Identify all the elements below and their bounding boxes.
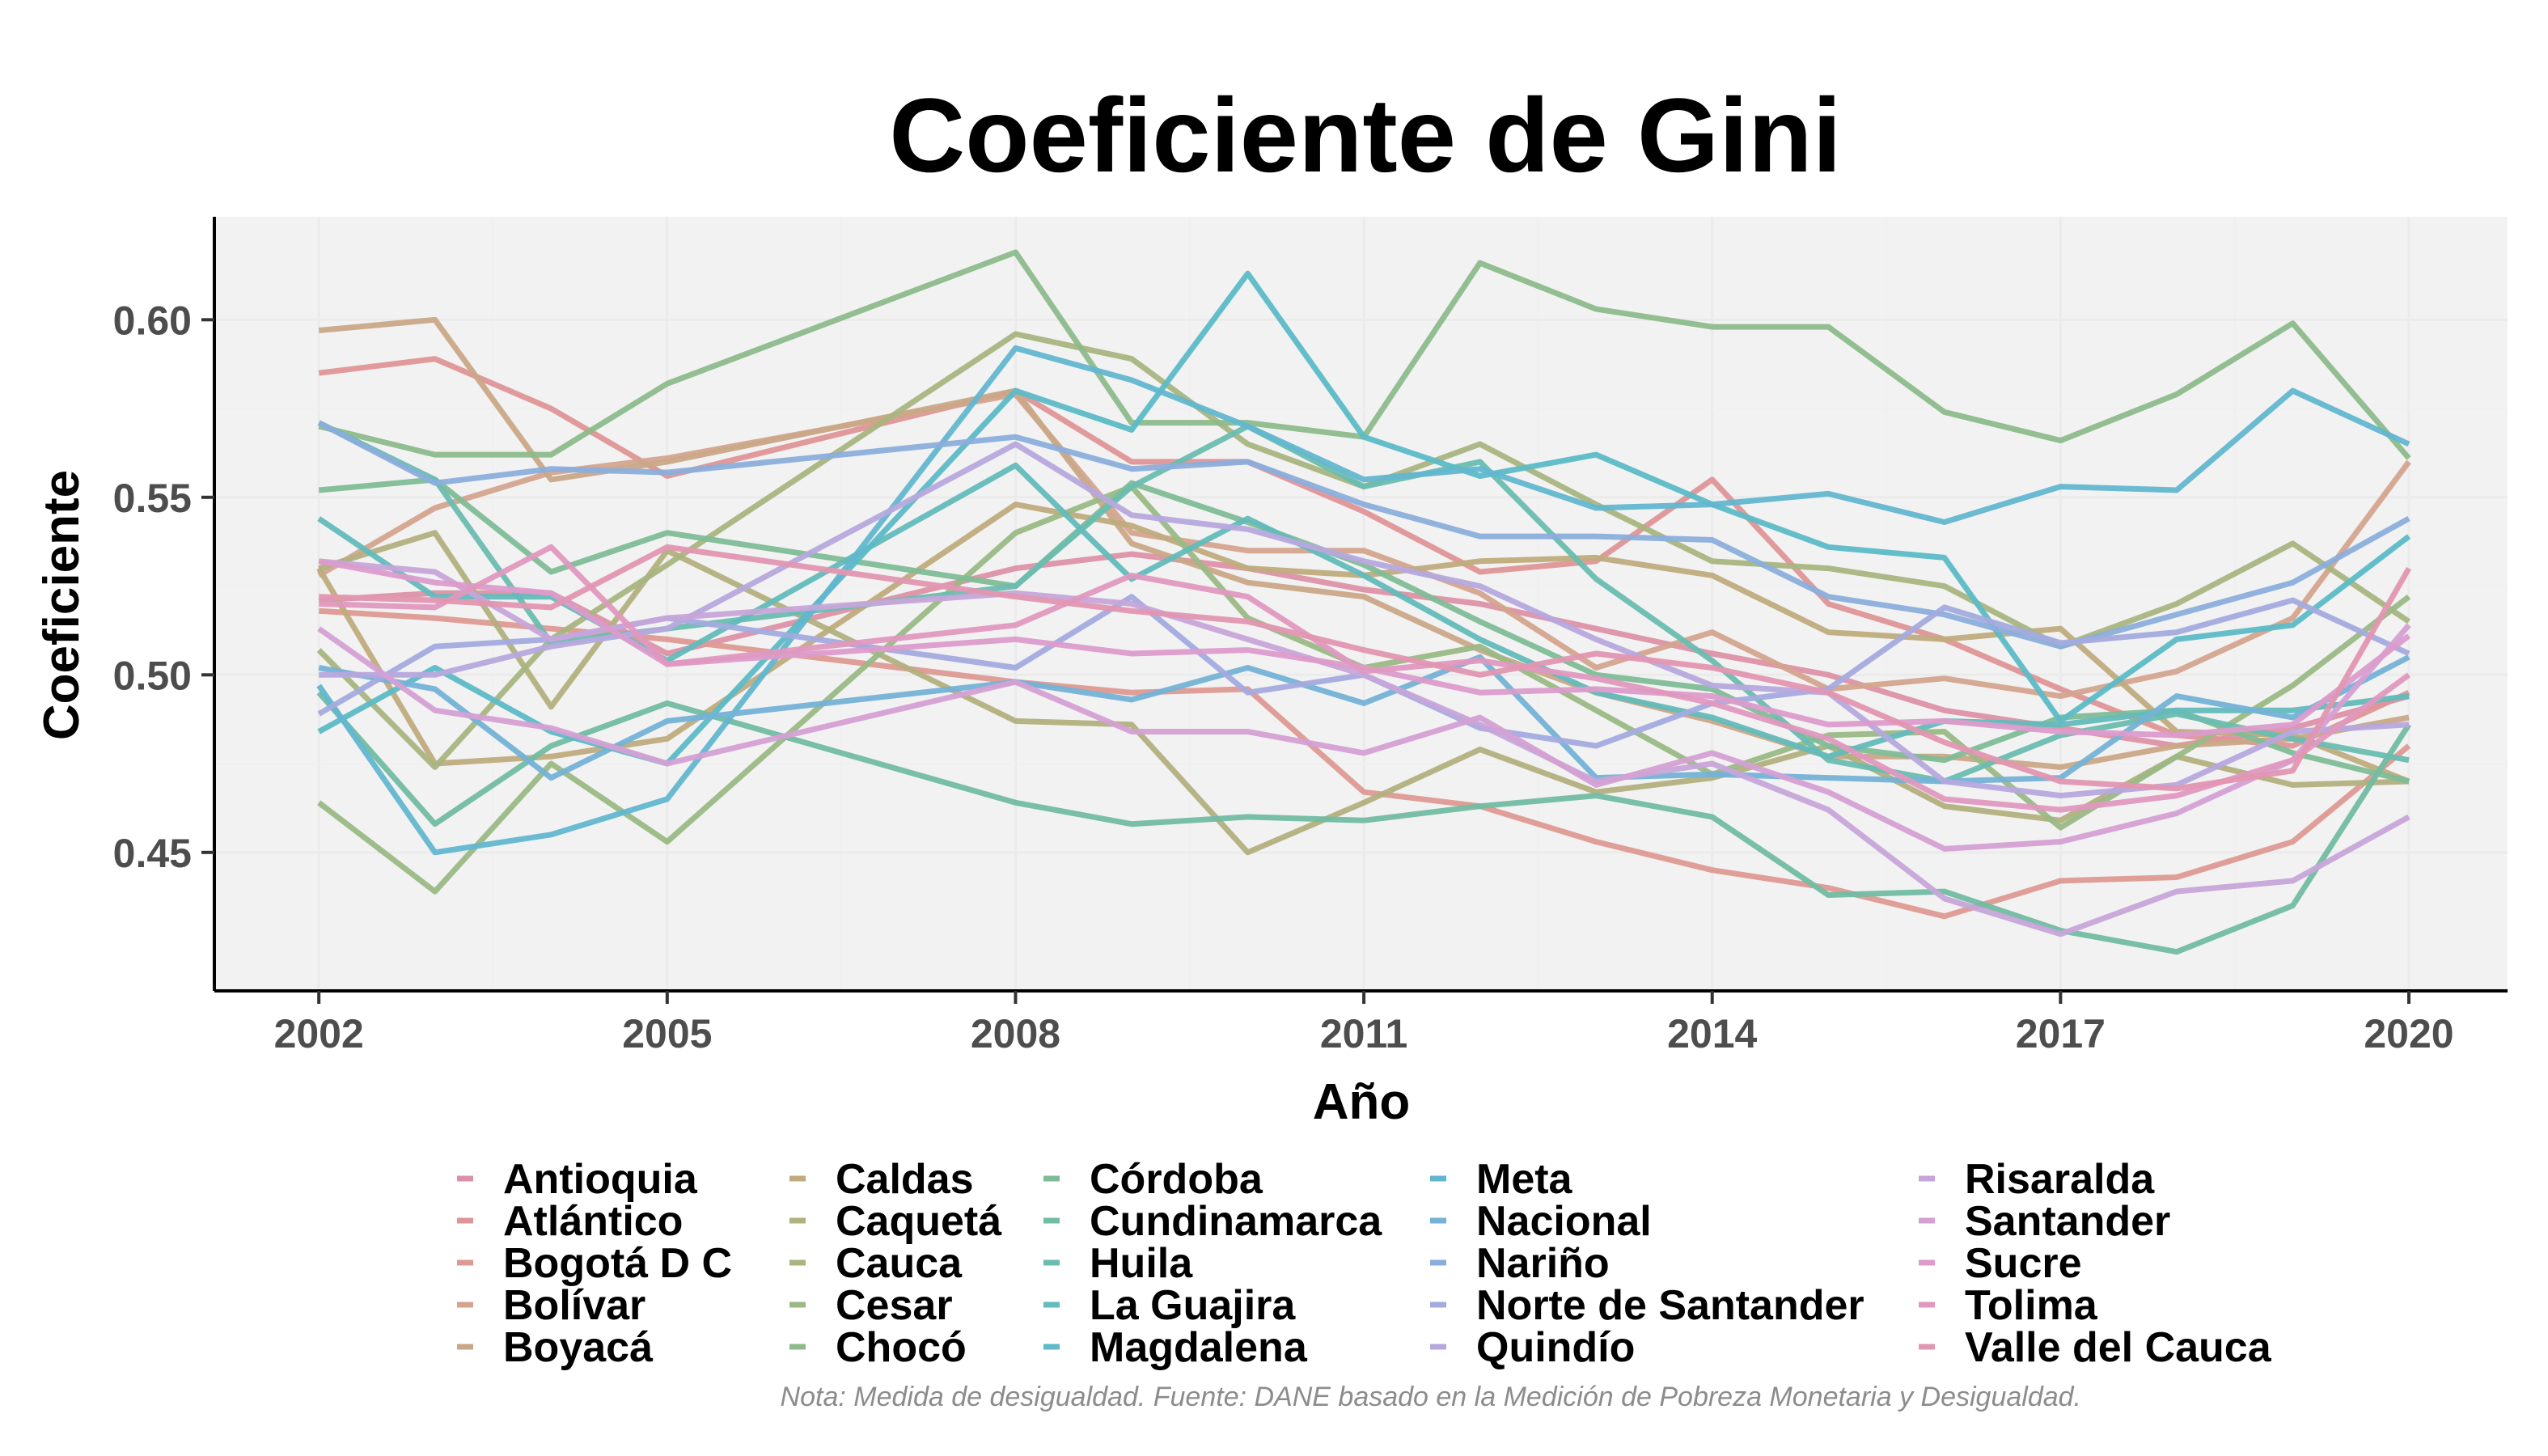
y-tick-label: 0.60 (113, 298, 192, 343)
y-tick-label: 0.55 (113, 476, 192, 521)
series-line (318, 476, 2410, 785)
series-line (319, 441, 2410, 799)
chart-caption: Nota: Medida de desigualdad. Fuente: DAN… (781, 1382, 2081, 1412)
legend-label: Sucre (1965, 1240, 2082, 1287)
legend-label: Santander (1965, 1198, 2170, 1245)
legend-label: Norte de Santander (1476, 1282, 1864, 1329)
series-line (316, 345, 2410, 856)
series-line (317, 420, 2410, 650)
legend-label: Valle del Cauca (1965, 1324, 2272, 1371)
legend-label: Caldas (836, 1156, 974, 1203)
legend-label: La Guajira (1090, 1282, 1296, 1329)
x-axis-label: Año (1313, 1074, 1411, 1130)
x-tick-label: 2017 (2016, 1011, 2106, 1056)
legend-label: Meta (1476, 1156, 1573, 1203)
plot-panel (214, 217, 2508, 991)
x-ticks: 2002 2005 2008 2011 2014 2017 2020 (274, 991, 2454, 1056)
legend-label: Bolívar (503, 1282, 645, 1329)
legend-label: Chocó (836, 1324, 967, 1371)
y-tick-label: 0.45 (113, 831, 192, 876)
legend-label: Cundinamarca (1090, 1198, 1382, 1245)
x-tick-label: 2002 (274, 1011, 364, 1056)
series-line (316, 502, 2410, 785)
legend-label: Risaralda (1965, 1156, 2155, 1203)
series-line (317, 392, 2411, 700)
series-line (316, 331, 2410, 770)
series-layer (316, 249, 2412, 955)
series-line (319, 544, 2411, 813)
series-line (319, 544, 2412, 792)
legend-label: Nacional (1476, 1198, 1652, 1245)
legend-label: Tolima (1965, 1282, 2098, 1329)
series-line (318, 558, 2411, 739)
x-tick-label: 2011 (1320, 1011, 1407, 1056)
legend-label: Caquetá (836, 1198, 1002, 1245)
legend-label: Atlántico (503, 1198, 683, 1245)
y-ticks: 0.45 0.50 0.55 0.60 (113, 298, 214, 876)
legend-label: Antioquia (503, 1156, 698, 1203)
chart-title: Coeficiente de Gini (889, 76, 1841, 194)
legend-label: Cauca (836, 1240, 963, 1287)
y-axis-label: Coeficiente (34, 470, 90, 740)
legend-label: Boyacá (503, 1324, 654, 1371)
legend-label: Nariño (1476, 1240, 1610, 1287)
legend-label: Quindío (1476, 1324, 1635, 1371)
legend-label: Bogotá D C (503, 1240, 732, 1287)
x-tick-label: 2020 (2364, 1011, 2453, 1056)
y-tick-label: 0.50 (113, 653, 192, 698)
legend-label: Huila (1090, 1240, 1193, 1287)
x-tick-label: 2005 (622, 1011, 712, 1056)
series-line (316, 690, 2411, 955)
series-line (317, 623, 2411, 852)
legend-label: Córdoba (1090, 1156, 1263, 1203)
x-tick-label: 2014 (1667, 1011, 1757, 1056)
legend-label: Cesar (836, 1282, 953, 1329)
series-line (318, 530, 2410, 856)
series-line (318, 249, 2411, 460)
x-tick-label: 2008 (971, 1011, 1060, 1056)
legend-label: Magdalena (1090, 1324, 1308, 1371)
series-line (318, 356, 2410, 749)
series-line (318, 316, 2410, 770)
series-line (318, 654, 2410, 785)
